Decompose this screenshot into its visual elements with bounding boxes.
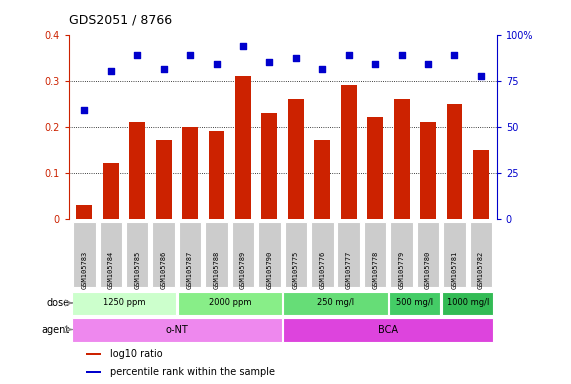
FancyBboxPatch shape xyxy=(364,222,387,286)
Bar xyxy=(315,141,330,218)
FancyBboxPatch shape xyxy=(258,222,281,286)
Text: GSM105782: GSM105782 xyxy=(478,251,484,289)
Text: GSM105775: GSM105775 xyxy=(293,251,299,289)
FancyBboxPatch shape xyxy=(417,222,439,286)
Text: GSM105784: GSM105784 xyxy=(108,251,114,289)
Text: 500 mg/l: 500 mg/l xyxy=(396,298,433,308)
Point xyxy=(450,52,459,58)
FancyBboxPatch shape xyxy=(443,222,466,286)
Point xyxy=(80,108,89,114)
FancyBboxPatch shape xyxy=(284,222,307,286)
Text: GSM105787: GSM105787 xyxy=(187,251,193,289)
Bar xyxy=(367,118,383,218)
Text: GSM105777: GSM105777 xyxy=(345,251,352,289)
Point xyxy=(397,52,406,58)
Point xyxy=(265,59,274,65)
Point xyxy=(291,55,300,61)
Bar xyxy=(288,99,304,218)
FancyBboxPatch shape xyxy=(283,291,388,315)
Point xyxy=(424,61,433,68)
FancyBboxPatch shape xyxy=(391,222,413,286)
Text: GSM105780: GSM105780 xyxy=(425,251,431,289)
Point xyxy=(317,66,327,72)
Text: percentile rank within the sample: percentile rank within the sample xyxy=(110,367,275,377)
Text: o-NT: o-NT xyxy=(166,324,188,334)
FancyBboxPatch shape xyxy=(178,291,282,315)
FancyBboxPatch shape xyxy=(442,291,493,315)
Bar xyxy=(182,127,198,218)
Bar xyxy=(341,85,357,218)
FancyBboxPatch shape xyxy=(152,222,175,286)
FancyBboxPatch shape xyxy=(232,222,254,286)
Bar xyxy=(208,131,224,218)
Bar xyxy=(77,205,93,218)
FancyBboxPatch shape xyxy=(179,222,202,286)
Bar xyxy=(156,141,172,218)
Text: BCA: BCA xyxy=(379,324,399,334)
Text: 250 mg/l: 250 mg/l xyxy=(317,298,354,308)
FancyBboxPatch shape xyxy=(206,222,228,286)
Point xyxy=(344,52,353,58)
Bar xyxy=(86,353,101,355)
Text: GSM105785: GSM105785 xyxy=(134,251,140,289)
Text: 2000 ppm: 2000 ppm xyxy=(208,298,251,308)
Bar xyxy=(420,122,436,218)
Text: GDS2051 / 8766: GDS2051 / 8766 xyxy=(69,14,172,27)
FancyBboxPatch shape xyxy=(72,318,282,342)
Text: 1000 mg/l: 1000 mg/l xyxy=(447,298,489,308)
Bar xyxy=(103,164,119,218)
Bar xyxy=(86,371,101,373)
FancyBboxPatch shape xyxy=(337,222,360,286)
FancyBboxPatch shape xyxy=(72,291,176,315)
FancyBboxPatch shape xyxy=(283,318,493,342)
FancyBboxPatch shape xyxy=(311,222,333,286)
Text: GSM105781: GSM105781 xyxy=(452,251,457,289)
Bar xyxy=(393,99,409,218)
Point xyxy=(159,66,168,72)
Text: GSM105779: GSM105779 xyxy=(399,251,405,289)
FancyBboxPatch shape xyxy=(99,222,122,286)
Point xyxy=(132,52,142,58)
Bar xyxy=(473,150,489,218)
Text: agent: agent xyxy=(42,324,70,334)
Point xyxy=(239,43,248,49)
Point xyxy=(476,73,485,79)
Bar xyxy=(129,122,145,218)
Text: 1250 ppm: 1250 ppm xyxy=(103,298,145,308)
FancyBboxPatch shape xyxy=(389,291,440,315)
FancyBboxPatch shape xyxy=(73,222,95,286)
Point xyxy=(186,52,195,58)
Text: GSM105790: GSM105790 xyxy=(267,251,272,289)
Text: GSM105789: GSM105789 xyxy=(240,251,246,289)
Point xyxy=(212,61,221,68)
Text: log10 ratio: log10 ratio xyxy=(110,349,162,359)
Bar xyxy=(262,113,278,218)
Bar xyxy=(447,104,463,218)
Text: GSM105786: GSM105786 xyxy=(160,251,167,289)
Point xyxy=(106,68,115,74)
Text: dose: dose xyxy=(47,298,70,308)
Text: GSM105788: GSM105788 xyxy=(214,251,220,289)
Point xyxy=(371,61,380,68)
Text: GSM105776: GSM105776 xyxy=(319,251,325,289)
Text: GSM105783: GSM105783 xyxy=(82,251,87,289)
Text: GSM105778: GSM105778 xyxy=(372,251,378,289)
Bar xyxy=(235,76,251,218)
FancyBboxPatch shape xyxy=(470,222,492,286)
FancyBboxPatch shape xyxy=(126,222,148,286)
